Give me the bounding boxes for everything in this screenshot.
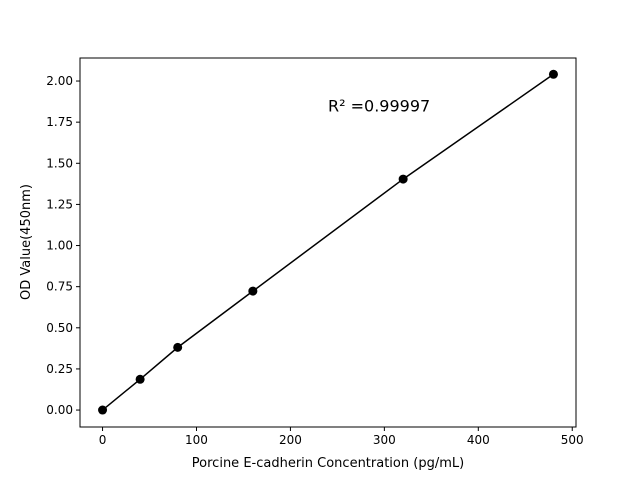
data-point xyxy=(398,174,408,184)
x-axis-ticks: 0 100 200 300 400 500 xyxy=(99,427,584,447)
y-tick-label: 1.00 xyxy=(46,239,73,253)
plot-frame xyxy=(79,57,577,428)
y-tick-label: 0.75 xyxy=(46,280,73,294)
data-point xyxy=(548,69,558,79)
x-tick-label: 500 xyxy=(561,433,584,447)
x-tick-label: 300 xyxy=(373,433,396,447)
x-tick-label: 200 xyxy=(279,433,302,447)
x-axis-label: Porcine E-cadherin Concentration (pg/mL) xyxy=(192,456,464,471)
data-point xyxy=(98,405,108,415)
r-squared-annotation: R² =0.99997 xyxy=(328,97,430,116)
y-axis-label: OD Value(450nm) xyxy=(19,184,34,300)
y-tick-label: 1.50 xyxy=(46,156,73,170)
y-axis-ticks: 0.00 0.25 0.50 0.75 1.00 1.25 1.50 1.75 2.00 xyxy=(46,74,80,417)
series-line xyxy=(102,73,554,411)
y-tick-label: 2.00 xyxy=(46,74,73,88)
y-tick-label: 0.50 xyxy=(46,321,73,335)
y-tick-label: 0.25 xyxy=(46,362,73,376)
data-point xyxy=(135,374,145,384)
data-points xyxy=(98,69,558,415)
data-point xyxy=(173,342,183,352)
x-tick-label: 400 xyxy=(467,433,490,447)
y-tick-label: 0.00 xyxy=(46,403,73,417)
x-tick-label: 100 xyxy=(185,433,208,447)
y-tick-label: 1.75 xyxy=(46,115,73,129)
y-tick-label: 1.25 xyxy=(46,197,73,211)
x-tick-label: 0 xyxy=(99,433,107,447)
data-point xyxy=(248,286,258,296)
